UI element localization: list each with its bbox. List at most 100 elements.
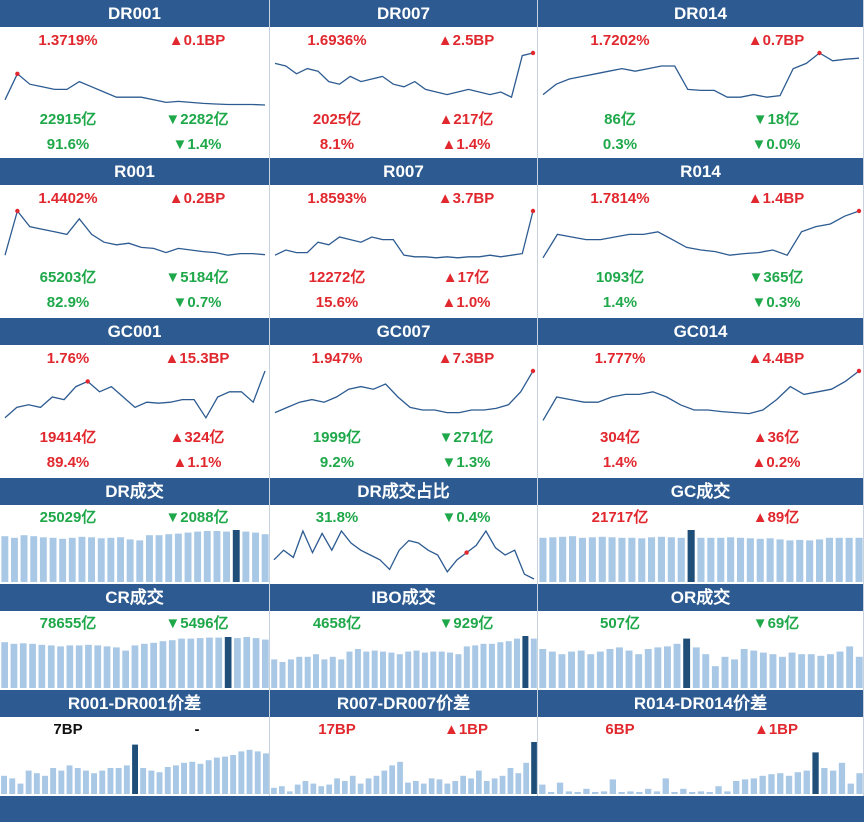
volume-change: ▼365亿 bbox=[748, 269, 804, 286]
volume-change: ▼5184亿 bbox=[165, 269, 229, 286]
bar bbox=[648, 537, 656, 582]
bar bbox=[724, 791, 731, 794]
bar bbox=[150, 642, 157, 688]
volume-bar-chart bbox=[539, 530, 863, 582]
bar bbox=[507, 768, 514, 794]
bar bbox=[645, 788, 652, 794]
bar bbox=[310, 783, 317, 794]
bar bbox=[294, 784, 301, 794]
volume-bar-chart bbox=[539, 752, 863, 794]
share-value: 8.1% bbox=[319, 136, 355, 153]
bar bbox=[692, 647, 700, 688]
series-line bbox=[542, 52, 860, 98]
bar bbox=[766, 538, 774, 582]
bar bbox=[846, 646, 854, 688]
bar bbox=[326, 784, 332, 794]
bar bbox=[856, 773, 863, 794]
panel-title: CR成交 bbox=[0, 584, 269, 611]
panel-title: R014-DR014价差 bbox=[538, 690, 863, 717]
bar bbox=[279, 662, 286, 688]
bar bbox=[115, 768, 122, 794]
rate-line-chart bbox=[542, 368, 862, 421]
bar bbox=[608, 537, 616, 582]
bar bbox=[11, 537, 18, 582]
bar bbox=[194, 531, 202, 582]
highlight-point bbox=[15, 208, 20, 214]
bar bbox=[78, 536, 86, 582]
bar bbox=[460, 775, 466, 794]
bar bbox=[578, 537, 586, 582]
volume-value: 1093亿 bbox=[595, 269, 645, 286]
headline-change: ▼2088亿 bbox=[165, 509, 229, 526]
bar bbox=[68, 537, 76, 582]
bar bbox=[777, 773, 784, 794]
bar bbox=[750, 778, 757, 794]
bar bbox=[304, 656, 311, 688]
share-value: 89.4% bbox=[46, 454, 90, 471]
highlight-point bbox=[85, 379, 90, 384]
bar bbox=[421, 652, 428, 688]
bar bbox=[677, 537, 685, 582]
bar bbox=[99, 770, 106, 794]
panel-gc001: GC001 1.76% ▲15.3BP 19414亿 ▲324亿 89.4% ▲1.1% bbox=[0, 318, 270, 478]
panel-r007: R007 1.8593% ▲3.7BP 12272亿 ▲17亿 15.6% ▲1.0% bbox=[270, 158, 538, 318]
volume-change: ▲217亿 bbox=[438, 111, 494, 128]
bar bbox=[480, 643, 487, 688]
bar bbox=[338, 659, 345, 688]
bar bbox=[796, 539, 804, 582]
panel-dr-volume-share: DR成交占比 31.8% ▼0.4% bbox=[270, 478, 538, 584]
bar bbox=[697, 537, 705, 582]
panel-title: GC007 bbox=[270, 318, 537, 345]
headline-value: 507亿 bbox=[599, 615, 641, 632]
panel-gc-volume: GC成交 21717亿 ▲89亿 bbox=[538, 478, 864, 584]
rate-change: ▲7.3BP bbox=[437, 350, 495, 367]
bar bbox=[1, 775, 8, 794]
rate-value: 1.777% bbox=[594, 350, 646, 367]
bar bbox=[616, 647, 623, 688]
bar bbox=[178, 638, 185, 688]
volume-change: ▼2282亿 bbox=[165, 111, 229, 128]
bar bbox=[673, 643, 681, 688]
bar bbox=[389, 765, 395, 794]
bar bbox=[117, 537, 124, 582]
bar bbox=[397, 761, 403, 794]
rate-value: 1.76% bbox=[46, 350, 90, 367]
panel-dr014: DR014 1.7202% ▲0.7BP 86亿 ▼18亿 0.3% ▼0.0% bbox=[538, 0, 864, 158]
bar bbox=[66, 765, 73, 794]
bar bbox=[373, 775, 380, 794]
share-line-chart bbox=[273, 529, 535, 580]
bar bbox=[847, 783, 854, 794]
headline-value: 6BP bbox=[605, 721, 635, 738]
bar bbox=[342, 781, 348, 794]
bar bbox=[737, 537, 745, 582]
bar bbox=[254, 751, 261, 794]
bar bbox=[838, 762, 846, 794]
bar bbox=[488, 643, 495, 688]
bar bbox=[405, 651, 412, 688]
volume-change: ▲36亿 bbox=[752, 429, 800, 446]
volume-change: ▲324亿 bbox=[169, 429, 225, 446]
bar bbox=[74, 768, 81, 794]
bar bbox=[19, 643, 27, 688]
panel-r001: R001 1.4402% ▲0.2BP 65203亿 ▼5184亿 82.9% ▼0.7% bbox=[0, 158, 270, 318]
highlight-point bbox=[856, 368, 862, 374]
panel-cr-volume: CR成交 78655亿 ▼5496亿 bbox=[0, 584, 270, 690]
volume-value: 65203亿 bbox=[39, 269, 97, 286]
rate-change: ▲0.1BP bbox=[168, 32, 226, 49]
bar bbox=[817, 655, 825, 688]
panel-title: R007 bbox=[270, 158, 537, 185]
footer-bar bbox=[0, 796, 864, 822]
highlight-point bbox=[856, 208, 862, 214]
bar bbox=[638, 538, 646, 582]
bar bbox=[126, 539, 134, 582]
highlight-point bbox=[15, 71, 20, 76]
volume-bar-chart bbox=[1, 744, 269, 794]
bar bbox=[468, 778, 474, 794]
panel-title: DR014 bbox=[538, 0, 863, 27]
bar bbox=[346, 651, 353, 688]
headline-change: ▼5496亿 bbox=[165, 615, 229, 632]
bar-highlight bbox=[687, 530, 695, 582]
bar bbox=[463, 646, 470, 688]
bar bbox=[39, 537, 47, 582]
bar bbox=[592, 792, 599, 794]
